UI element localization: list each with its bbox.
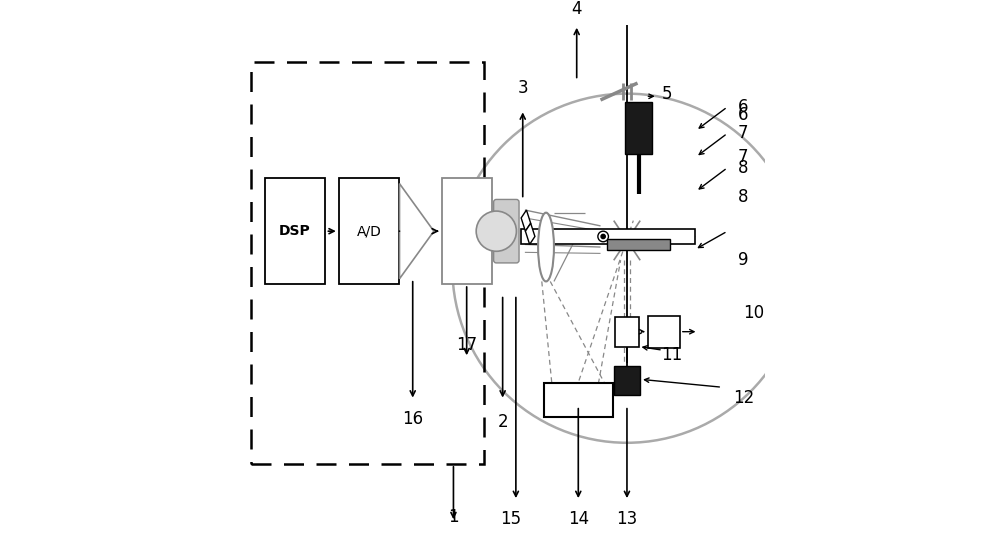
Bar (251, 62, 484, 464)
Text: 8: 8 (738, 159, 749, 176)
Text: 7: 7 (738, 148, 749, 166)
Polygon shape (399, 183, 434, 279)
Circle shape (601, 235, 605, 238)
FancyBboxPatch shape (494, 200, 519, 263)
Text: 7: 7 (738, 124, 749, 143)
Text: 5: 5 (661, 84, 672, 103)
Text: 9: 9 (738, 251, 749, 270)
Text: A/D: A/D (357, 224, 382, 238)
Bar (521, 229, 695, 244)
Text: 8: 8 (738, 188, 749, 206)
Polygon shape (521, 210, 531, 231)
Text: 3: 3 (517, 79, 528, 97)
Text: 6: 6 (738, 98, 749, 116)
Bar (265, 178, 325, 284)
Text: DSP: DSP (279, 224, 311, 238)
Text: 11: 11 (661, 346, 683, 365)
Bar (544, 383, 613, 417)
Bar (615, 317, 639, 346)
Text: 1: 1 (448, 508, 459, 526)
Text: 14: 14 (568, 511, 589, 528)
Polygon shape (525, 223, 535, 244)
Text: 13: 13 (616, 511, 638, 528)
Bar (339, 178, 399, 284)
Text: 4: 4 (571, 0, 582, 18)
Bar (607, 239, 670, 250)
Circle shape (476, 211, 516, 251)
Text: 16: 16 (402, 410, 423, 428)
Bar (648, 316, 680, 348)
Bar (614, 366, 640, 395)
Bar (442, 178, 492, 284)
Text: 17: 17 (456, 336, 477, 354)
Text: 6: 6 (738, 106, 749, 124)
Bar (625, 102, 652, 154)
Ellipse shape (538, 213, 554, 281)
Circle shape (598, 231, 608, 242)
Text: 2: 2 (497, 413, 508, 430)
Text: 12: 12 (733, 389, 754, 407)
Text: 15: 15 (500, 511, 521, 528)
Text: 10: 10 (743, 304, 764, 322)
